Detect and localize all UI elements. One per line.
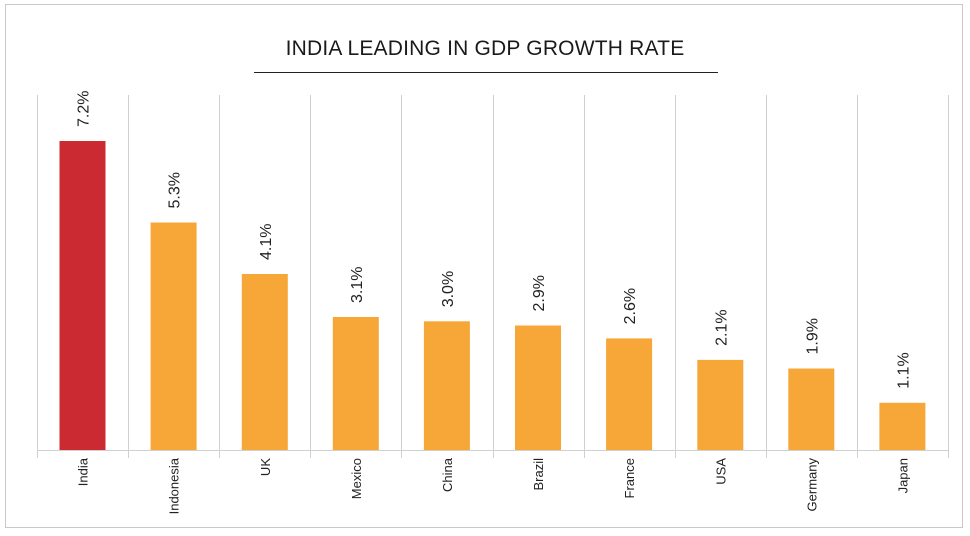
bar-usa	[697, 359, 744, 450]
category-label: Indonesia	[167, 457, 182, 514]
category-label: Mexico	[349, 458, 364, 499]
value-label: 1.1%	[895, 352, 912, 388]
bar-china	[423, 321, 470, 451]
chart-title: INDIA LEADING IN GDP GROWTH RATE	[285, 37, 685, 60]
bar-germany	[788, 368, 835, 450]
value-label: 2.6%	[622, 288, 639, 324]
title-underline	[254, 72, 718, 73]
value-label: 5.3%	[167, 172, 184, 208]
value-label: 3.0%	[440, 271, 457, 307]
category-label: Brazil	[531, 458, 546, 491]
bar-mexico	[332, 317, 379, 450]
value-label: 4.1%	[258, 224, 275, 260]
bar-india	[59, 141, 106, 450]
value-label: 7.2%	[76, 91, 93, 127]
bar-brazil	[515, 325, 561, 450]
category-labels: India Indonesia UK Mexico China Brazil France U…	[76, 457, 911, 514]
category-label: Japan	[895, 458, 910, 493]
category-label: USA	[713, 458, 728, 485]
grid-lines	[37, 95, 949, 458]
bar-uk	[241, 274, 288, 450]
value-label: 1.9%	[804, 318, 821, 354]
bar-france	[606, 338, 653, 450]
value-label: 3.1%	[349, 267, 366, 303]
category-label: UK	[258, 458, 273, 476]
value-labels: 7.2% 5.3% 4.1% 3.1% 3.0% 2.9% 2.6% 2.1% 1.9% 1.1%	[76, 91, 913, 389]
category-label: China	[440, 457, 455, 492]
bars	[59, 141, 926, 451]
category-label: Germany	[804, 458, 819, 512]
value-label: 2.9%	[531, 275, 548, 311]
value-label: 2.1%	[713, 309, 730, 345]
category-label: India	[76, 457, 91, 486]
category-label: France	[622, 458, 637, 498]
bar-indonesia	[150, 222, 197, 450]
bar-japan	[879, 402, 926, 450]
